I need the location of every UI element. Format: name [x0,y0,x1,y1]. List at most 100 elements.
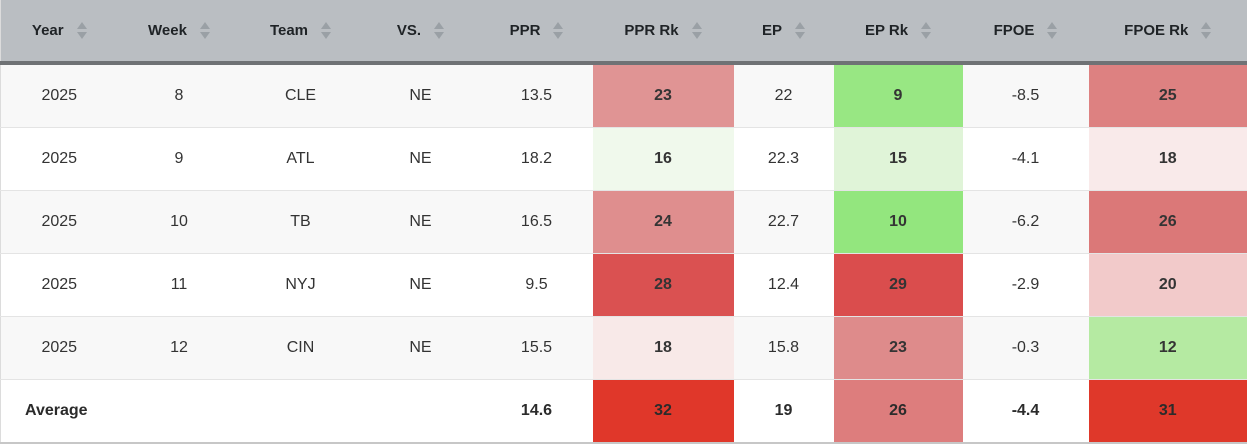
cell-ppr-rk: 23 [592,63,734,128]
column-header-fpoe-rk[interactable]: FPOE Rk [1088,0,1247,65]
cell-week: 8 [117,63,241,128]
column-label: PPR Rk [624,22,679,39]
sort-up-icon [321,22,332,29]
sort-down-icon [1047,32,1058,39]
sort-up-icon [76,22,87,29]
table-row: 2025 12 CIN NE 15.5 18 15.8 23 -0.3 12 [0,316,1247,380]
cell-fpoe-rk: 31 [1088,379,1247,443]
column-label: Week [148,22,187,39]
column-label: EP Rk [864,22,909,39]
cell-ppr-rk: 32 [592,379,734,443]
cell-ppr: 15.5 [480,316,593,380]
column-header-ep-rk[interactable]: EP Rk [833,0,963,65]
cell-ppr: 18.2 [480,127,593,191]
column-label: Year [31,22,64,39]
column-header-ppr[interactable]: PPR [480,0,593,65]
column-header-vs[interactable]: VS. [360,0,481,65]
cell-fpoe: -4.1 [962,127,1089,191]
sort-icon [1047,22,1058,39]
cell-fpoe-rk: 20 [1088,253,1247,317]
column-label: PPR [509,22,541,39]
cell-team: NYJ [240,253,361,317]
cell-ep-rk: 26 [833,379,963,443]
sort-up-icon [795,22,805,29]
cell-ep-rk: 23 [833,316,963,380]
cell-ep-rk: 10 [833,190,963,254]
cell-year: 2025 [0,316,118,380]
cell-vs [360,379,481,443]
sort-icon [76,22,87,39]
column-header-year[interactable]: Year [0,0,118,65]
table-row: 2025 11 NYJ NE 9.5 28 12.4 29 -2.9 20 [0,253,1247,317]
column-label: VS. [396,22,422,39]
sort-up-icon [1201,22,1212,29]
cell-fpoe: -6.2 [962,190,1089,254]
cell-year: 2025 [0,127,118,191]
cell-ep: 22.3 [733,127,834,191]
sort-down-icon [434,32,445,39]
cell-fpoe-rk: 26 [1088,190,1247,254]
sort-up-icon [691,22,702,29]
cell-ep: 12.4 [733,253,834,317]
column-header-ep[interactable]: EP [733,0,834,65]
sort-icon [434,22,445,39]
cell-ppr-rk: 18 [592,316,734,380]
sort-down-icon [76,32,87,39]
cell-ppr-rk: 16 [592,127,734,191]
header-row: Year Week Team VS. PPR PPR Rk EP EP Rk F… [0,0,1247,65]
sort-up-icon [553,22,564,29]
column-label: EP [761,22,782,39]
column-label: FPOE [993,22,1035,39]
cell-fpoe-rk: 18 [1088,127,1247,191]
sort-up-icon [921,22,932,29]
cell-week: 12 [117,316,241,380]
cell-week: 9 [117,127,241,191]
cell-fpoe-rk: 12 [1088,316,1247,380]
table-row: 2025 10 TB NE 16.5 24 22.7 10 -6.2 26 [0,190,1247,254]
cell-vs: NE [360,316,481,380]
cell-week [117,379,241,443]
cell-year: 2025 [0,63,118,128]
cell-vs: NE [360,63,481,128]
cell-team: CLE [240,63,361,128]
column-label: FPOE Rk [1124,22,1189,39]
cell-fpoe: -2.9 [962,253,1089,317]
sort-up-icon [434,22,445,29]
cell-vs: NE [360,190,481,254]
cell-fpoe-rk: 25 [1088,63,1247,128]
sort-icon [553,22,564,39]
sort-down-icon [321,32,332,39]
table-row: 2025 8 CLE NE 13.5 23 22 9 -8.5 25 [0,63,1247,128]
cell-ep: 22.7 [733,190,834,254]
sort-down-icon [691,32,702,39]
sort-icon [1201,22,1212,39]
cell-ppr: 9.5 [480,253,593,317]
cell-ppr-rk: 24 [592,190,734,254]
cell-ep-rk: 9 [833,63,963,128]
column-header-ppr-rk[interactable]: PPR Rk [592,0,734,65]
table-row: 2025 9 ATL NE 18.2 16 22.3 15 -4.1 18 [0,127,1247,191]
cell-week: 10 [117,190,241,254]
cell-ep: 22 [733,63,834,128]
cell-team [240,379,361,443]
column-header-week[interactable]: Week [117,0,241,65]
sort-down-icon [199,32,210,39]
sort-icon [921,22,932,39]
column-header-team[interactable]: Team [240,0,361,65]
cell-ep-rk: 29 [833,253,963,317]
cell-week: 11 [117,253,241,317]
cell-fpoe: -0.3 [962,316,1089,380]
sort-up-icon [199,22,210,29]
table-body: 2025 8 CLE NE 13.5 23 22 9 -8.5 25 2025 … [0,63,1247,443]
sort-down-icon [795,32,805,39]
cell-ppr: 14.6 [480,379,593,443]
cell-ep: 15.8 [733,316,834,380]
cell-vs: NE [360,253,481,317]
column-header-fpoe[interactable]: FPOE [962,0,1089,65]
sort-icon [321,22,332,39]
cell-vs: NE [360,127,481,191]
sort-icon [199,22,210,39]
sort-down-icon [1201,32,1212,39]
